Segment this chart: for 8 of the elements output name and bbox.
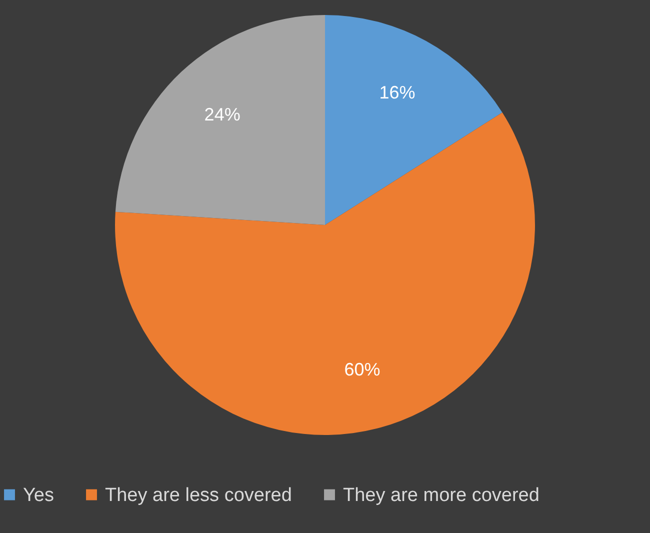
data-label: 16% bbox=[379, 82, 416, 103]
data-label: 24% bbox=[204, 104, 240, 125]
legend-label: They are more covered bbox=[343, 484, 540, 506]
legend-label: They are less covered bbox=[105, 484, 292, 506]
pie-slice bbox=[325, 15, 502, 225]
data-label: 60% bbox=[344, 359, 380, 380]
pie-slice bbox=[115, 15, 325, 225]
legend-label: Yes bbox=[23, 484, 54, 506]
